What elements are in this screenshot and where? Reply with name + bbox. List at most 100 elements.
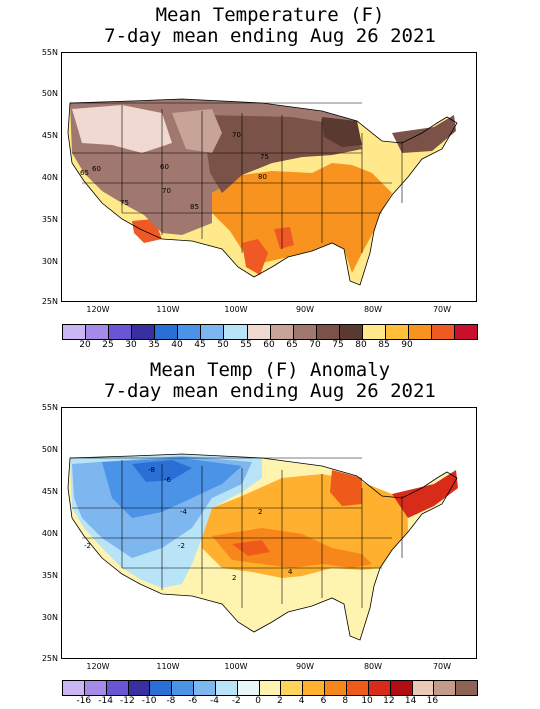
bottom-lon-label: 70W <box>432 662 452 671</box>
legend-label: 10 <box>361 696 373 706</box>
top-lat-label: 50N <box>41 89 58 98</box>
legend-swatch <box>224 325 248 339</box>
top-map: 70 75 60 65 70 80 85 75 60 <box>61 52 477 302</box>
bottom-contour-label: -4 <box>180 508 188 516</box>
legend-label: 4 <box>298 696 305 706</box>
top-contour-label: 70 <box>232 131 241 139</box>
top-contour-label: 65 <box>80 169 89 177</box>
legend-label: 70 <box>309 340 321 350</box>
top-lon-label: 120W <box>86 305 110 314</box>
legend-label: -4 <box>210 696 219 706</box>
bottom-lon-label: 110W <box>156 662 180 671</box>
legend-swatch <box>281 681 304 695</box>
top-contour-label: 60 <box>92 165 101 173</box>
legend-swatch <box>270 325 294 339</box>
top-region-60-rockies <box>172 109 222 153</box>
legend-swatch <box>390 681 413 695</box>
top-region-gl <box>322 117 362 147</box>
legend-swatch <box>385 325 409 339</box>
top-color-legend <box>62 324 478 340</box>
legend-swatch <box>259 681 282 695</box>
legend-swatch <box>316 325 340 339</box>
legend-label: 8 <box>342 696 349 706</box>
legend-swatch <box>63 681 85 695</box>
legend-swatch <box>432 325 456 339</box>
bottom-contour-label: 2 <box>232 574 236 582</box>
legend-label: 16 <box>426 696 439 706</box>
legend-label: 55 <box>240 340 252 350</box>
bottom-title-line1: Mean Temp (F) Anomaly <box>149 359 391 381</box>
legend-label: 40 <box>171 340 183 350</box>
bottom-contour-label: 2 <box>258 508 262 516</box>
bottom-state-lines <box>70 457 403 608</box>
legend-label: 50 <box>217 340 229 350</box>
legend-label: -10 <box>141 696 157 706</box>
legend-label: 0 <box>255 696 261 706</box>
legend-swatch <box>247 325 271 339</box>
top-contour-label: 75 <box>260 153 269 161</box>
legend-swatch <box>150 681 173 695</box>
top-map-svg: 70 75 60 65 70 80 85 75 60 <box>67 98 458 286</box>
legend-swatch <box>128 681 151 695</box>
legend-label: -12 <box>120 696 135 706</box>
bottom-contour-label: -2 <box>178 542 185 550</box>
legend-label: 60 <box>263 340 275 350</box>
legend-swatch <box>132 325 156 339</box>
top-contour-label: 75 <box>120 199 129 207</box>
legend-swatch <box>362 325 386 339</box>
top-lon-label: 90W <box>295 305 315 314</box>
top-state-lines <box>70 102 403 253</box>
legend-label: 14 <box>404 696 417 706</box>
legend-swatch <box>408 325 432 339</box>
legend-swatch <box>172 681 195 695</box>
top-lat-label: 25N <box>41 297 58 306</box>
top-lon-label: 80W <box>363 305 383 314</box>
bottom-lon-label: 80W <box>363 662 383 671</box>
bottom-color-legend <box>62 680 478 696</box>
legend-swatch <box>346 681 369 695</box>
legend-label: 85 <box>378 340 390 350</box>
legend-swatch <box>339 325 363 339</box>
top-lat-label: 45N <box>41 131 58 140</box>
legend-label: -2 <box>231 696 241 706</box>
legend-label: 12 <box>383 696 395 706</box>
bottom-lat-label: 35N <box>41 571 58 580</box>
top-lat-label: 55N <box>41 48 58 57</box>
legend-swatch <box>325 681 347 695</box>
bottom-region-cool6 <box>102 458 242 518</box>
bottom-map-svg: -8 -6 -4 -2 2 4 2 -2 <box>67 453 458 641</box>
legend-swatch <box>455 325 478 339</box>
bottom-lat-label: 55N <box>41 403 58 412</box>
top-contour-label: 60 <box>160 163 169 171</box>
top-lat-label: 40N <box>41 173 58 182</box>
legend-label: -16 <box>76 696 92 706</box>
legend-swatch <box>63 325 87 339</box>
legend-label: 6 <box>320 696 327 706</box>
top-contour-label: 70 <box>162 187 171 195</box>
top-lat-label: 30N <box>41 257 58 266</box>
legend-swatch <box>86 325 110 339</box>
top-contour-label: 85 <box>190 203 199 211</box>
legend-label: 20 <box>79 340 91 350</box>
bottom-map: -8 -6 -4 -2 2 4 2 -2 <box>61 407 477 659</box>
legend-swatch <box>201 325 225 339</box>
top-region-90-texas <box>242 239 268 275</box>
legend-swatch <box>109 325 133 339</box>
legend-label: 80 <box>355 340 367 350</box>
bottom-contour-label: 4 <box>288 568 293 576</box>
bottom-region-warm8-gl <box>330 470 362 506</box>
legend-label: 30 <box>125 340 137 350</box>
legend-swatch <box>434 681 457 695</box>
legend-swatch <box>237 681 260 695</box>
top-region-ne <box>392 115 456 153</box>
legend-label: 2 <box>277 696 283 706</box>
bottom-lat-label: 40N <box>41 529 58 538</box>
legend-swatch <box>303 681 326 695</box>
top-us-outline <box>67 98 458 286</box>
legend-label: -14 <box>98 696 113 706</box>
top-title-line1: Mean Temperature (F) <box>155 4 385 26</box>
legend-swatch <box>106 681 129 695</box>
legend-swatch <box>293 325 317 339</box>
bottom-contour-label: -8 <box>148 466 155 474</box>
legend-swatch <box>155 325 179 339</box>
